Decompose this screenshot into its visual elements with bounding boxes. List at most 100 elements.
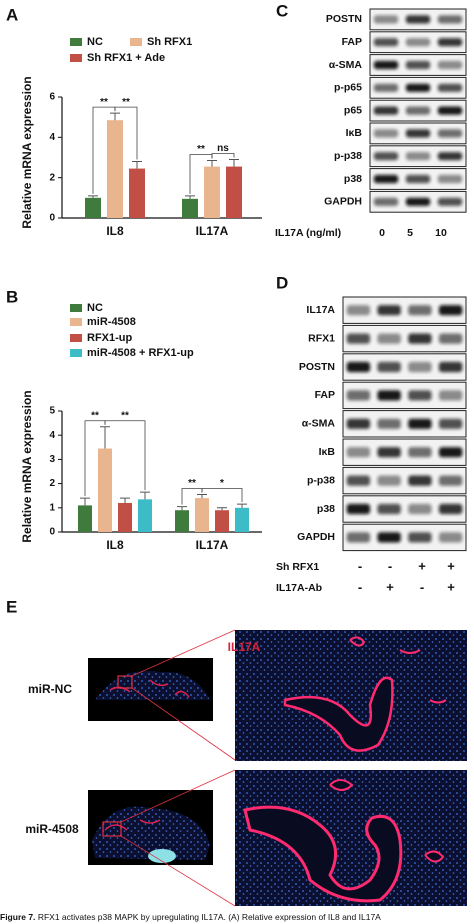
blot-band bbox=[346, 475, 371, 486]
error-bar bbox=[217, 507, 227, 511]
y-tick-label: 5 bbox=[49, 406, 55, 417]
blot-band bbox=[408, 305, 432, 316]
blot-band bbox=[405, 174, 431, 184]
significance-bracket bbox=[201, 488, 243, 503]
x-tick-label: IL17A bbox=[196, 224, 229, 238]
legend-swatch bbox=[130, 38, 142, 46]
blot-band bbox=[346, 305, 371, 316]
legend-label: NC bbox=[87, 36, 103, 48]
blot-band bbox=[373, 152, 399, 161]
row-label: miR-NC bbox=[28, 682, 72, 696]
legend-swatch bbox=[70, 38, 82, 46]
legend-swatch bbox=[70, 349, 82, 357]
blot-band bbox=[437, 83, 463, 92]
blot-row-label: GAPDH bbox=[324, 196, 362, 208]
blot-band bbox=[373, 15, 399, 24]
blot-band bbox=[377, 532, 401, 543]
blot-band bbox=[408, 503, 432, 515]
error-bar bbox=[177, 506, 187, 511]
legend-label: Sh RFX1 bbox=[147, 36, 192, 48]
y-tick-label: 0 bbox=[49, 213, 55, 224]
error-bar bbox=[100, 426, 110, 449]
blot-band bbox=[437, 129, 463, 138]
lane-label: - bbox=[358, 579, 362, 594]
blot-band bbox=[373, 174, 399, 184]
significance-label: ** bbox=[188, 478, 196, 489]
bar bbox=[138, 499, 152, 532]
blot-row-label: p-p65 bbox=[334, 82, 362, 94]
blot-band bbox=[438, 447, 463, 458]
significance-label: * bbox=[220, 478, 224, 489]
bar bbox=[182, 198, 198, 218]
micrographs bbox=[88, 629, 467, 907]
bar bbox=[195, 498, 209, 532]
blot-band bbox=[346, 503, 371, 515]
blot-row-label: p-p38 bbox=[334, 150, 362, 162]
blot-band bbox=[373, 197, 399, 206]
error-bar bbox=[229, 159, 239, 167]
blot-band bbox=[373, 106, 399, 115]
blot-band bbox=[438, 305, 463, 316]
blot-band bbox=[346, 333, 371, 344]
blot-band bbox=[408, 532, 432, 543]
blot-row-label: α-SMA bbox=[302, 418, 336, 430]
row-label: miR-4508 bbox=[25, 822, 79, 836]
legend-label: RFX1-up bbox=[87, 332, 133, 344]
blot-band bbox=[438, 333, 463, 344]
y-axis-label: Relative mRNA expression bbox=[20, 76, 34, 228]
x-tick-label: IL17A bbox=[196, 538, 229, 552]
error-bar bbox=[207, 160, 217, 167]
blot-band bbox=[373, 83, 399, 92]
blot-row-label: POSTN bbox=[326, 13, 362, 25]
significance-bracket bbox=[114, 106, 138, 160]
caption-text: RFX1 activates p38 MAPK by upregulating … bbox=[38, 912, 381, 922]
blot-band bbox=[377, 333, 401, 344]
error-bar bbox=[110, 112, 120, 121]
blot-band bbox=[437, 60, 463, 70]
y-tick-label: 2 bbox=[49, 172, 55, 183]
stain-label: IL17A bbox=[228, 640, 261, 654]
lane-label: - bbox=[388, 558, 392, 573]
lane-label: + bbox=[447, 558, 455, 573]
bar bbox=[98, 448, 112, 532]
blot-band bbox=[437, 152, 463, 161]
blot-row-label: IκB bbox=[346, 127, 363, 139]
blot-band bbox=[437, 15, 463, 24]
x-tick-label: IL8 bbox=[106, 538, 124, 552]
condition-label: Sh RFX1 bbox=[276, 561, 319, 573]
error-bar bbox=[185, 195, 195, 199]
blot-row-label: RFX1 bbox=[308, 332, 335, 344]
blot-band bbox=[373, 129, 399, 138]
blot-band bbox=[405, 129, 431, 138]
error-bar bbox=[88, 195, 98, 198]
blot-band bbox=[408, 390, 432, 401]
blot-band bbox=[438, 532, 463, 543]
blot-band bbox=[408, 447, 432, 458]
bar bbox=[107, 120, 123, 218]
condition-label: IL17A (ng/ml) bbox=[275, 227, 341, 239]
bar bbox=[78, 505, 92, 532]
blot-band bbox=[377, 305, 401, 316]
lane-label: + bbox=[386, 579, 394, 594]
y-tick-label: 0 bbox=[49, 527, 55, 538]
legend-swatch bbox=[70, 54, 82, 62]
lane-label: - bbox=[358, 558, 362, 573]
lane-label: 5 bbox=[407, 227, 413, 239]
y-tick-label: 2 bbox=[49, 478, 55, 489]
blot-band bbox=[437, 106, 463, 115]
lane-label: - bbox=[420, 579, 424, 594]
blot-band bbox=[377, 418, 401, 429]
panel-label: D bbox=[276, 273, 288, 292]
panel-label: C bbox=[276, 1, 288, 20]
lane-label: + bbox=[418, 558, 426, 573]
blot-band bbox=[408, 333, 432, 344]
bar bbox=[204, 166, 220, 218]
blot-band bbox=[377, 475, 401, 486]
significance-label: ** bbox=[91, 410, 99, 421]
blot-band bbox=[405, 152, 431, 161]
significance-label: ** bbox=[122, 97, 130, 108]
bar bbox=[118, 502, 132, 532]
caption: Figure 7. RFX1 activates p38 MAPK by upr… bbox=[0, 912, 381, 922]
significance-bracket bbox=[104, 420, 146, 491]
blot-band bbox=[408, 361, 432, 373]
